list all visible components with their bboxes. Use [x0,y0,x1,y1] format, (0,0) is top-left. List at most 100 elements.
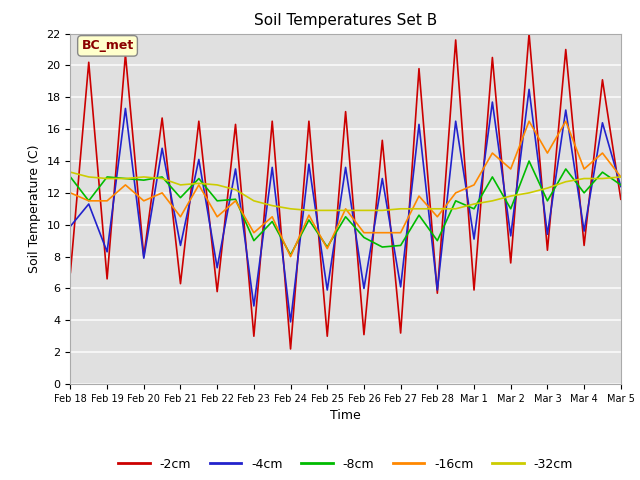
-4cm [103,249,111,255]
-4cm [268,165,276,170]
-16cm [213,214,221,220]
-32cm [360,207,368,213]
-4cm [213,265,221,271]
-16cm [433,214,441,220]
-8cm [598,169,606,175]
-16cm [177,214,184,220]
-16cm [195,182,203,188]
-32cm [213,182,221,188]
-16cm [103,198,111,204]
-8cm [488,174,496,180]
-8cm [323,244,331,250]
-8cm [342,214,349,220]
Title: Soil Temperatures Set B: Soil Temperatures Set B [254,13,437,28]
-32cm [158,176,166,181]
-8cm [580,190,588,196]
-4cm [323,287,331,293]
-4cm [122,106,129,111]
-8cm [250,238,258,243]
-8cm [268,219,276,225]
-4cm [452,119,460,124]
-4cm [562,107,570,113]
-8cm [433,238,441,243]
-2cm [507,260,515,266]
-2cm [213,289,221,295]
-32cm [617,174,625,180]
-8cm [103,174,111,180]
-16cm [360,230,368,236]
-32cm [103,176,111,181]
-2cm [525,31,533,36]
-2cm [323,333,331,339]
-16cm [250,230,258,236]
-32cm [268,203,276,208]
-4cm [250,303,258,309]
-8cm [378,244,386,250]
-4cm [360,286,368,291]
Line: -16cm: -16cm [70,121,621,257]
-32cm [342,207,349,213]
-32cm [323,207,331,213]
-8cm [67,174,74,180]
-2cm [488,55,496,60]
-2cm [360,332,368,337]
-16cm [268,214,276,220]
-32cm [177,182,184,188]
-2cm [122,51,129,57]
-4cm [232,166,239,172]
-2cm [305,119,313,124]
-32cm [452,206,460,212]
-8cm [397,242,404,248]
-32cm [525,190,533,196]
-2cm [415,66,423,72]
-16cm [122,182,129,188]
-4cm [433,287,441,293]
-32cm [85,174,93,180]
X-axis label: Time: Time [330,409,361,422]
-2cm [342,109,349,115]
-8cm [525,158,533,164]
Text: BC_met: BC_met [81,39,134,52]
-2cm [140,254,148,260]
-4cm [598,120,606,126]
-2cm [543,247,551,253]
Line: -4cm: -4cm [70,89,621,322]
-2cm [67,270,74,276]
-8cm [507,206,515,212]
-16cm [287,254,294,260]
-2cm [103,276,111,282]
-2cm [85,60,93,65]
-2cm [397,330,404,336]
-8cm [543,198,551,204]
Line: -2cm: -2cm [70,34,621,349]
-4cm [507,233,515,239]
-8cm [617,182,625,188]
-32cm [67,169,74,175]
-16cm [580,166,588,172]
-8cm [213,198,221,204]
-16cm [452,190,460,196]
-8cm [177,195,184,201]
-8cm [360,235,368,240]
-4cm [617,184,625,190]
-32cm [470,201,478,207]
-2cm [580,242,588,248]
-32cm [195,180,203,186]
-4cm [543,231,551,237]
Line: -32cm: -32cm [70,172,621,210]
-16cm [415,193,423,199]
-2cm [158,115,166,121]
-2cm [452,37,460,43]
Line: -8cm: -8cm [70,161,621,255]
-4cm [378,176,386,181]
-8cm [305,217,313,223]
-4cm [140,255,148,261]
-8cm [158,174,166,180]
-16cm [507,166,515,172]
-16cm [67,190,74,196]
-8cm [452,198,460,204]
-16cm [543,150,551,156]
-16cm [323,246,331,252]
-32cm [287,206,294,212]
-2cm [250,333,258,339]
